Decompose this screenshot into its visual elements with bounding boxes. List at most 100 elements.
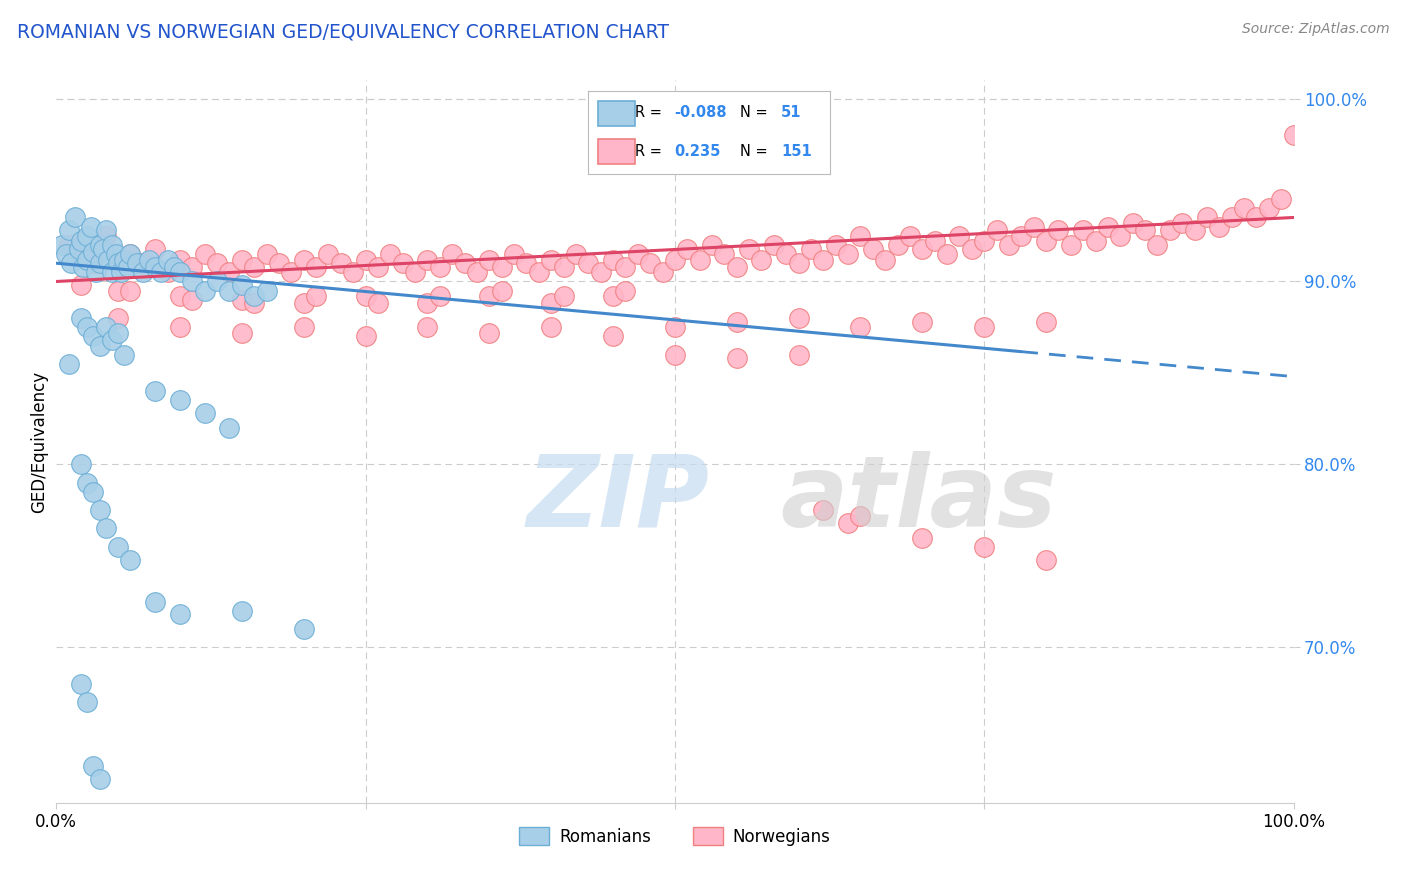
Point <box>565 247 588 261</box>
Point <box>243 260 266 274</box>
Point <box>101 238 124 252</box>
Point <box>76 695 98 709</box>
Point <box>143 242 166 256</box>
Point <box>194 406 217 420</box>
Point <box>813 503 835 517</box>
Point <box>751 252 773 267</box>
Point <box>82 329 104 343</box>
Point <box>231 278 253 293</box>
Point <box>67 242 90 256</box>
Point <box>342 265 364 279</box>
Point <box>94 521 117 535</box>
Point <box>181 275 204 289</box>
Point <box>1270 192 1292 206</box>
Point <box>107 540 129 554</box>
Point <box>553 289 575 303</box>
Point <box>1122 216 1144 230</box>
Point <box>664 348 686 362</box>
Point <box>602 289 624 303</box>
Point <box>231 604 253 618</box>
Point <box>478 252 501 267</box>
Point <box>1159 223 1181 237</box>
Point <box>94 320 117 334</box>
Point <box>70 677 93 691</box>
Point <box>76 475 98 490</box>
Point <box>107 284 129 298</box>
Point <box>107 256 129 270</box>
Point <box>256 284 278 298</box>
Point <box>150 265 173 279</box>
Point <box>367 260 389 274</box>
Point <box>292 622 315 636</box>
Point <box>305 260 328 274</box>
Point <box>973 540 995 554</box>
Point <box>70 458 93 472</box>
Point <box>911 242 934 256</box>
Point <box>1071 223 1094 237</box>
Point <box>181 293 204 307</box>
Point <box>76 228 98 243</box>
Point <box>515 256 537 270</box>
Point <box>70 234 93 248</box>
Point <box>491 260 513 274</box>
Point <box>1035 234 1057 248</box>
Point <box>143 260 166 274</box>
Point <box>243 289 266 303</box>
Point <box>689 252 711 267</box>
Point <box>329 256 352 270</box>
Point <box>82 484 104 499</box>
Point <box>1220 211 1243 225</box>
Point <box>465 265 488 279</box>
Point <box>58 357 80 371</box>
Point <box>837 516 859 530</box>
Point <box>1282 128 1305 143</box>
Point <box>1035 552 1057 566</box>
Point <box>924 234 946 248</box>
Point <box>231 326 253 340</box>
Point <box>725 260 748 274</box>
Point <box>849 228 872 243</box>
Point <box>60 256 83 270</box>
Point <box>76 320 98 334</box>
Point <box>576 256 599 270</box>
Point <box>82 245 104 260</box>
Point <box>70 247 93 261</box>
Point <box>1109 228 1132 243</box>
Point <box>169 607 191 622</box>
Point <box>1022 219 1045 234</box>
Point <box>849 320 872 334</box>
Point <box>540 296 562 310</box>
Point <box>775 247 797 261</box>
Point <box>94 223 117 237</box>
Text: ROMANIAN VS NORWEGIAN GED/EQUIVALENCY CORRELATION CHART: ROMANIAN VS NORWEGIAN GED/EQUIVALENCY CO… <box>17 22 669 41</box>
Point <box>503 247 526 261</box>
Point <box>91 242 114 256</box>
Point <box>169 320 191 334</box>
Point <box>1097 219 1119 234</box>
Text: atlas: atlas <box>780 450 1056 548</box>
Point <box>292 252 315 267</box>
Point <box>886 238 908 252</box>
Point <box>973 234 995 248</box>
Point <box>1133 223 1156 237</box>
Point <box>101 333 124 347</box>
Point <box>491 284 513 298</box>
Point <box>849 508 872 523</box>
Legend: Romanians, Norwegians: Romanians, Norwegians <box>513 821 837 852</box>
Point <box>143 384 166 399</box>
Point <box>1208 219 1230 234</box>
Point <box>72 260 94 274</box>
Point <box>107 311 129 326</box>
Point <box>354 329 377 343</box>
Point <box>713 247 735 261</box>
Point <box>973 320 995 334</box>
Point <box>76 252 98 267</box>
Point <box>762 238 785 252</box>
Point <box>602 252 624 267</box>
Point <box>80 219 103 234</box>
Point <box>354 289 377 303</box>
Point <box>218 421 240 435</box>
Point <box>429 260 451 274</box>
Point <box>787 348 810 362</box>
Point <box>70 278 93 293</box>
